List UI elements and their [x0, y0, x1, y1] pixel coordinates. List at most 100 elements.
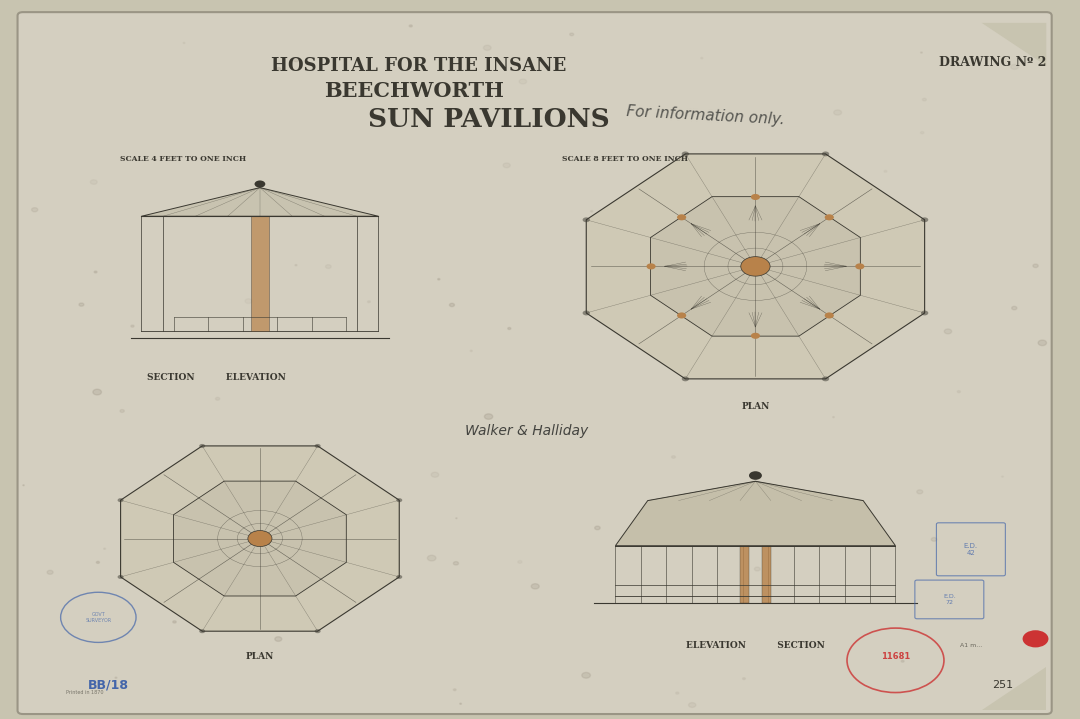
- Circle shape: [921, 217, 929, 222]
- Circle shape: [751, 333, 760, 339]
- Circle shape: [255, 180, 266, 188]
- Circle shape: [238, 616, 246, 621]
- Text: BB/18: BB/18: [87, 679, 129, 692]
- Circle shape: [825, 214, 834, 220]
- Text: GOVT
SURVEYOR: GOVT SURVEYOR: [85, 612, 111, 623]
- Circle shape: [518, 561, 522, 563]
- Circle shape: [118, 498, 123, 502]
- Text: E.D.
72: E.D. 72: [943, 594, 956, 605]
- Circle shape: [582, 672, 591, 678]
- Circle shape: [887, 288, 894, 293]
- Circle shape: [570, 33, 573, 36]
- Circle shape: [595, 526, 600, 530]
- Polygon shape: [982, 23, 1047, 66]
- Circle shape: [295, 265, 297, 266]
- Circle shape: [825, 313, 834, 319]
- Circle shape: [582, 217, 590, 222]
- Circle shape: [834, 110, 841, 115]
- Bar: [252, 216, 269, 331]
- Circle shape: [94, 271, 97, 273]
- Text: SCALE 8 FEET TO ONE INCH: SCALE 8 FEET TO ONE INCH: [562, 155, 688, 163]
- Circle shape: [681, 152, 689, 156]
- Bar: [741, 513, 750, 603]
- Circle shape: [822, 152, 829, 156]
- Circle shape: [345, 523, 347, 526]
- Circle shape: [931, 538, 936, 541]
- Circle shape: [1012, 306, 1017, 310]
- Circle shape: [184, 42, 185, 44]
- Circle shape: [885, 170, 887, 173]
- Text: SUN PAVILIONS: SUN PAVILIONS: [367, 107, 609, 132]
- FancyBboxPatch shape: [17, 12, 1052, 714]
- Circle shape: [91, 180, 97, 184]
- Polygon shape: [141, 188, 378, 216]
- Circle shape: [647, 263, 656, 270]
- Circle shape: [79, 303, 84, 306]
- Text: ELEVATION          SECTION: ELEVATION SECTION: [686, 641, 825, 651]
- Circle shape: [681, 377, 689, 381]
- Circle shape: [689, 702, 696, 707]
- Circle shape: [396, 498, 402, 502]
- Polygon shape: [586, 154, 924, 379]
- Circle shape: [519, 79, 527, 84]
- Circle shape: [701, 58, 703, 59]
- Circle shape: [772, 238, 781, 243]
- Text: SECTION          ELEVATION: SECTION ELEVATION: [147, 373, 286, 382]
- Circle shape: [677, 313, 686, 319]
- Circle shape: [276, 68, 281, 70]
- Circle shape: [672, 526, 678, 531]
- Circle shape: [741, 257, 770, 276]
- Circle shape: [131, 325, 134, 327]
- Text: PLAN: PLAN: [741, 401, 770, 411]
- Circle shape: [917, 490, 922, 494]
- Circle shape: [230, 212, 233, 214]
- Circle shape: [765, 240, 773, 245]
- Circle shape: [754, 567, 760, 571]
- Circle shape: [672, 456, 675, 458]
- Text: E.D.
42: E.D. 42: [963, 543, 978, 556]
- Circle shape: [846, 224, 849, 226]
- Circle shape: [868, 278, 876, 283]
- Polygon shape: [982, 667, 1047, 710]
- Text: BEECHWORTH: BEECHWORTH: [325, 81, 504, 101]
- Circle shape: [1038, 340, 1047, 346]
- Circle shape: [120, 410, 124, 413]
- Circle shape: [367, 301, 370, 303]
- Circle shape: [800, 334, 807, 338]
- Text: SCALE 4 FEET TO ONE INCH: SCALE 4 FEET TO ONE INCH: [120, 155, 246, 163]
- Circle shape: [922, 99, 927, 101]
- Circle shape: [199, 444, 205, 448]
- Polygon shape: [121, 446, 400, 631]
- Circle shape: [833, 416, 834, 418]
- Circle shape: [677, 214, 686, 220]
- Circle shape: [743, 678, 745, 679]
- Circle shape: [225, 491, 233, 497]
- Circle shape: [96, 562, 99, 564]
- Circle shape: [901, 660, 904, 662]
- Circle shape: [957, 390, 960, 393]
- Circle shape: [118, 575, 123, 579]
- Circle shape: [531, 584, 539, 589]
- Circle shape: [197, 203, 199, 205]
- Circle shape: [48, 570, 53, 574]
- Circle shape: [874, 220, 879, 224]
- Circle shape: [431, 472, 438, 477]
- Circle shape: [855, 263, 864, 270]
- Circle shape: [921, 311, 929, 316]
- Circle shape: [920, 132, 923, 134]
- Text: DRAWING Nº 2: DRAWING Nº 2: [939, 56, 1045, 69]
- Circle shape: [470, 350, 472, 352]
- Circle shape: [114, 677, 117, 678]
- Circle shape: [503, 163, 510, 168]
- Text: 251: 251: [993, 680, 1013, 690]
- Bar: [761, 513, 770, 603]
- Text: Walker & Halliday: Walker & Halliday: [464, 424, 588, 438]
- Text: A1 m...: A1 m...: [960, 644, 983, 649]
- Text: Printed in 1870: Printed in 1870: [66, 690, 104, 695]
- Polygon shape: [174, 481, 347, 596]
- Circle shape: [31, 208, 38, 212]
- Circle shape: [314, 629, 321, 633]
- Circle shape: [215, 398, 219, 400]
- Circle shape: [437, 278, 440, 280]
- Circle shape: [428, 555, 436, 561]
